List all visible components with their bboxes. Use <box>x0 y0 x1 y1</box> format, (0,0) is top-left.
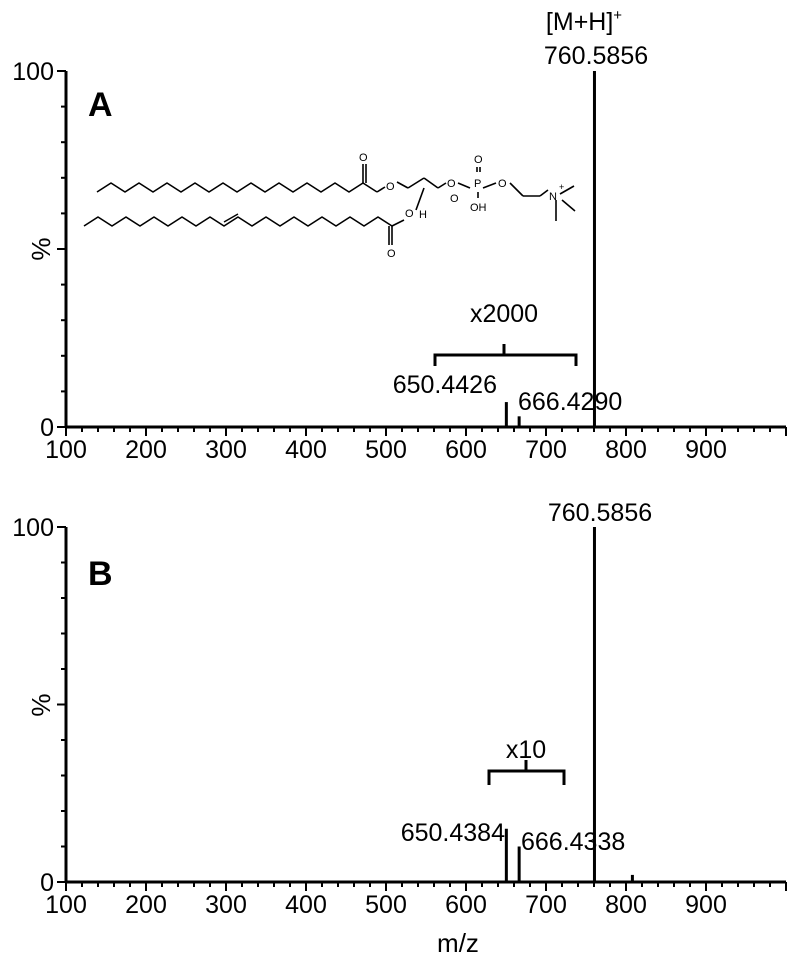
x-tick-label: 800 <box>605 436 647 464</box>
y-tick-label: 0 <box>40 869 54 897</box>
svg-text:O: O <box>447 178 456 190</box>
svg-text:P: P <box>474 178 481 190</box>
y-tick-label: 0 <box>40 414 54 442</box>
x-tick-label: 500 <box>365 436 407 464</box>
x-tick-label: 300 <box>205 891 247 919</box>
x-tick-label: 700 <box>525 891 567 919</box>
svg-text:N: N <box>549 191 557 203</box>
magnification-bracket-b <box>487 760 566 785</box>
x-tick-label: 700 <box>525 436 567 464</box>
svg-text:O: O <box>474 154 483 166</box>
x-tick-label: 200 <box>125 436 167 464</box>
x-tick-label: 600 <box>445 436 487 464</box>
svg-text:O: O <box>359 152 368 164</box>
peak-label-666: 666.4290 <box>518 388 622 416</box>
peak-label-650: 650.4384 <box>401 819 505 847</box>
x-tick-label: 100 <box>45 891 87 919</box>
svg-text:O: O <box>498 178 507 190</box>
panel-label-a: A <box>88 86 113 124</box>
x-tick-label: 100 <box>45 436 87 464</box>
peak-label-760: 760.5856 <box>548 499 652 527</box>
x-tick-label: 900 <box>685 436 727 464</box>
x-tick-label: 200 <box>125 891 167 919</box>
y-tick-label: 100 <box>12 514 54 542</box>
magnification-label-b: x10 <box>506 736 546 764</box>
magnification-bracket-a <box>433 344 578 366</box>
annotations-b: 760.5856 650.4384 666.4338 x10 <box>401 499 652 856</box>
svg-text:+: + <box>559 182 564 192</box>
x-tick-label: 500 <box>365 891 407 919</box>
y-axis-label-a: % <box>26 237 56 260</box>
svg-text:O: O <box>450 193 459 205</box>
annotations-a: [M+H]+ 760.5856 650.4426 666.4290 x2000 <box>393 7 648 416</box>
peak-label-666: 666.4338 <box>521 828 625 856</box>
svg-text:OH: OH <box>470 202 487 214</box>
peak-label-650: 650.4426 <box>393 371 497 399</box>
x-axis-title: m/z <box>437 928 479 958</box>
chemical-structure <box>83 164 576 245</box>
y-tick-label: 100 <box>12 58 54 86</box>
magnification-label-a: x2000 <box>470 300 538 328</box>
svg-text:O: O <box>387 248 396 260</box>
svg-text:O: O <box>405 208 414 220</box>
peaks-a <box>504 71 596 427</box>
svg-text:O: O <box>386 181 395 193</box>
y-axis-label-b: % <box>26 693 56 716</box>
ion-label: [M+H]+ <box>546 7 622 36</box>
x-tick-label: 300 <box>205 436 247 464</box>
x-tick-label: 400 <box>285 436 327 464</box>
peak-label-760: 760.5856 <box>544 42 648 70</box>
x-tick-label: 900 <box>685 891 727 919</box>
x-tick-label: 400 <box>285 891 327 919</box>
x-tick-label: 600 <box>445 891 487 919</box>
panel-label-b: B <box>88 555 113 593</box>
chemical-structure-labels: O O O O P O OH O N + H O O <box>359 152 564 260</box>
svg-text:H: H <box>419 209 427 221</box>
peaks-b <box>504 527 634 882</box>
x-tick-label: 800 <box>605 891 647 919</box>
